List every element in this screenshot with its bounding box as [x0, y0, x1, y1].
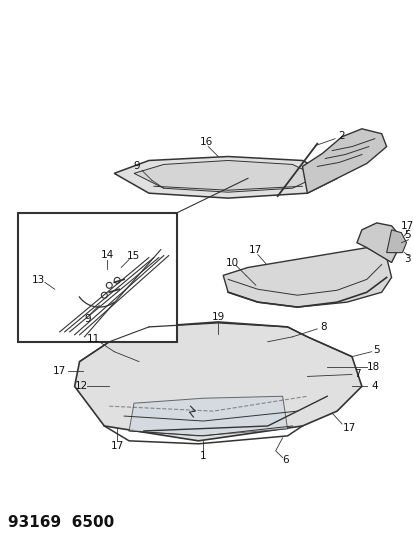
- Text: 5: 5: [403, 230, 410, 240]
- Text: 8: 8: [319, 322, 326, 332]
- Polygon shape: [223, 248, 391, 307]
- Text: 14: 14: [100, 249, 114, 260]
- Text: 10: 10: [225, 257, 238, 268]
- FancyBboxPatch shape: [18, 213, 176, 342]
- Text: 7: 7: [353, 369, 359, 379]
- Text: 13: 13: [31, 276, 45, 285]
- Polygon shape: [129, 396, 287, 436]
- Text: 9: 9: [84, 314, 90, 324]
- Polygon shape: [356, 223, 401, 263]
- Text: 17: 17: [53, 367, 66, 376]
- Text: 17: 17: [249, 245, 262, 255]
- Text: 18: 18: [366, 361, 380, 372]
- Text: 19: 19: [211, 312, 224, 322]
- Polygon shape: [134, 160, 316, 192]
- Text: 9: 9: [133, 161, 140, 172]
- Text: 6: 6: [282, 455, 288, 465]
- Text: 5: 5: [373, 345, 379, 354]
- Polygon shape: [386, 230, 406, 253]
- Text: 17: 17: [110, 441, 123, 451]
- Polygon shape: [302, 129, 386, 193]
- Text: 2: 2: [337, 131, 344, 141]
- Text: 11: 11: [87, 334, 100, 344]
- Polygon shape: [114, 157, 336, 198]
- Text: 15: 15: [126, 251, 139, 261]
- Text: 4: 4: [370, 381, 377, 391]
- Text: 93169  6500: 93169 6500: [8, 515, 114, 530]
- Text: 16: 16: [199, 136, 212, 147]
- Text: 17: 17: [400, 221, 413, 231]
- Text: 17: 17: [342, 423, 355, 433]
- Text: 12: 12: [75, 381, 88, 391]
- Text: 1: 1: [199, 451, 206, 461]
- Polygon shape: [74, 322, 361, 441]
- Text: 3: 3: [403, 254, 410, 263]
